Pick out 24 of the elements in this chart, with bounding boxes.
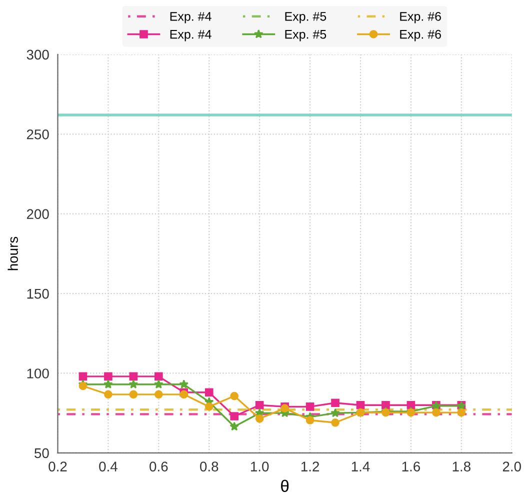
legend-label: Exp. #5 <box>285 30 326 42</box>
x-tick-label: 1.6 <box>402 462 420 472</box>
x-tick-label: 0.4 <box>99 462 118 472</box>
y-tick-label: 150 <box>27 288 49 299</box>
y-axis-title: hours <box>8 236 18 270</box>
y-tick-label: 300 <box>26 50 49 60</box>
x-tick-label: 1.4 <box>352 462 370 472</box>
y-tick-label: 50 <box>34 448 49 458</box>
legend-label: Exp. #4 <box>170 30 212 42</box>
legend-label: Exp. #4 <box>170 12 212 24</box>
x-tick-label: 0.6 <box>150 462 168 472</box>
legend-label: Exp. #6 <box>400 12 441 24</box>
y-tick-label: 250 <box>26 129 49 140</box>
x-tick-label: 1.2 <box>301 462 319 472</box>
x-tick-label: 2.0 <box>502 462 521 472</box>
y-tick-label: 100 <box>27 368 49 378</box>
legend-label: Exp. #6 <box>400 30 441 42</box>
x-tick-label: 1.8 <box>452 462 470 472</box>
y-tick-label: 200 <box>26 209 49 220</box>
x-tick-label: 1.0 <box>250 462 269 472</box>
x-tick-label: 0.8 <box>200 462 218 472</box>
legend-label: Exp. #5 <box>285 12 326 24</box>
x-axis-title: θ <box>281 480 289 492</box>
x-tick-label: 0.2 <box>48 462 67 472</box>
